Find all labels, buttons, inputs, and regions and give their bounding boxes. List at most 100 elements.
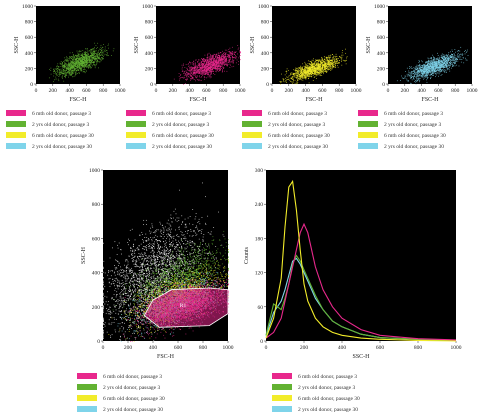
scatter-point xyxy=(217,52,219,54)
legend-3: 6 mth old donor, passage 32 yrs old dono… xyxy=(242,110,330,150)
scatter-point xyxy=(80,57,82,58)
scatter-point xyxy=(294,82,296,84)
scatter-point xyxy=(306,71,308,73)
scatter-point xyxy=(235,55,236,56)
scatter-point xyxy=(91,60,93,62)
scatter-point xyxy=(460,53,462,55)
scatter-point xyxy=(326,64,328,66)
scatter-point xyxy=(315,65,317,67)
scatter-point xyxy=(432,64,433,66)
scatter-point xyxy=(86,60,88,61)
scatter-point xyxy=(458,56,460,58)
scatter-point xyxy=(442,65,443,67)
scatter-point xyxy=(223,61,225,62)
scatter-point xyxy=(217,62,219,64)
scatter-point xyxy=(90,66,92,68)
scatter-point xyxy=(215,67,217,69)
scatter-point xyxy=(339,56,341,58)
scatter-point xyxy=(441,63,442,65)
scatter-point xyxy=(62,73,64,74)
scatter-point xyxy=(98,50,100,51)
scatter-point xyxy=(210,71,212,72)
scatter-point xyxy=(197,66,199,68)
scatter-point xyxy=(74,62,75,64)
scatter-point xyxy=(206,60,208,62)
scatter-point xyxy=(312,69,314,71)
scatter-point xyxy=(69,52,71,54)
scatter-point xyxy=(202,74,204,76)
scatter-point xyxy=(77,62,79,64)
scatter-point xyxy=(330,56,331,58)
scatter-point xyxy=(281,81,283,83)
scatter-point xyxy=(434,70,435,72)
scatter-point xyxy=(204,73,206,75)
scatter-point xyxy=(423,73,424,75)
scatter-point xyxy=(208,69,209,70)
scatter-point xyxy=(93,58,95,60)
scatter-point xyxy=(289,81,291,82)
scatter-point xyxy=(232,57,234,59)
scatter-point xyxy=(71,65,73,67)
x-tick-label: 600 xyxy=(434,88,443,94)
scatter-point xyxy=(300,75,302,77)
scatter-point xyxy=(69,64,70,66)
scatter-point xyxy=(71,69,73,71)
scatter-point xyxy=(59,72,60,74)
scatter-point xyxy=(186,67,188,69)
scatter-point xyxy=(338,61,340,63)
scatter-point xyxy=(71,68,73,70)
scatter-point xyxy=(332,55,334,57)
scatter-point xyxy=(74,60,76,62)
scatter-point xyxy=(327,65,329,67)
scatter-point xyxy=(179,74,181,76)
scatter-point xyxy=(183,63,184,65)
scatter-point xyxy=(81,56,83,57)
scatter-point xyxy=(56,74,58,76)
scatter-point xyxy=(194,70,196,72)
scatter-point xyxy=(329,68,331,70)
scatter-point xyxy=(436,66,438,68)
scatter-point xyxy=(301,75,303,77)
scatter-point xyxy=(234,56,236,58)
scatter-point xyxy=(440,56,442,58)
scatter-point xyxy=(88,65,90,67)
scatter-point xyxy=(199,66,201,68)
scatter-point xyxy=(237,48,239,50)
scatter-point xyxy=(74,57,75,59)
scatter-point xyxy=(82,61,84,63)
scatter-point xyxy=(72,57,74,59)
scatter-point xyxy=(197,69,199,71)
scatter-point xyxy=(203,74,205,76)
scatter-point xyxy=(88,67,90,68)
scatter-point xyxy=(412,71,414,72)
scatter-point xyxy=(230,53,232,55)
scatter-point xyxy=(417,75,419,77)
scatter-point xyxy=(460,46,462,48)
scatter-point xyxy=(216,62,217,63)
scatter-point xyxy=(341,52,343,54)
scatter-point xyxy=(325,64,327,66)
scatter-point xyxy=(438,68,440,69)
scatter-point xyxy=(181,68,183,70)
scatter-point xyxy=(74,65,76,67)
scatter-point xyxy=(74,64,76,65)
scatter-point xyxy=(302,74,304,76)
scatter-point xyxy=(203,63,204,65)
scatter-point xyxy=(75,60,77,62)
scatter-point xyxy=(193,68,195,70)
scatter-point xyxy=(84,72,86,74)
scatter-point xyxy=(213,63,215,65)
scatter-point xyxy=(66,68,67,70)
scatter-point xyxy=(73,55,75,57)
scatter-point xyxy=(447,59,449,61)
scatter-point xyxy=(74,64,76,66)
scatter-point xyxy=(324,67,326,69)
scatter-point xyxy=(232,59,234,61)
scatter-point xyxy=(96,54,98,55)
scatter-point xyxy=(212,58,214,60)
scatter-point xyxy=(186,75,187,77)
scatter-point xyxy=(222,58,224,60)
scatter-point xyxy=(418,74,420,76)
scatter-point xyxy=(427,68,429,70)
plot-background xyxy=(36,6,120,84)
